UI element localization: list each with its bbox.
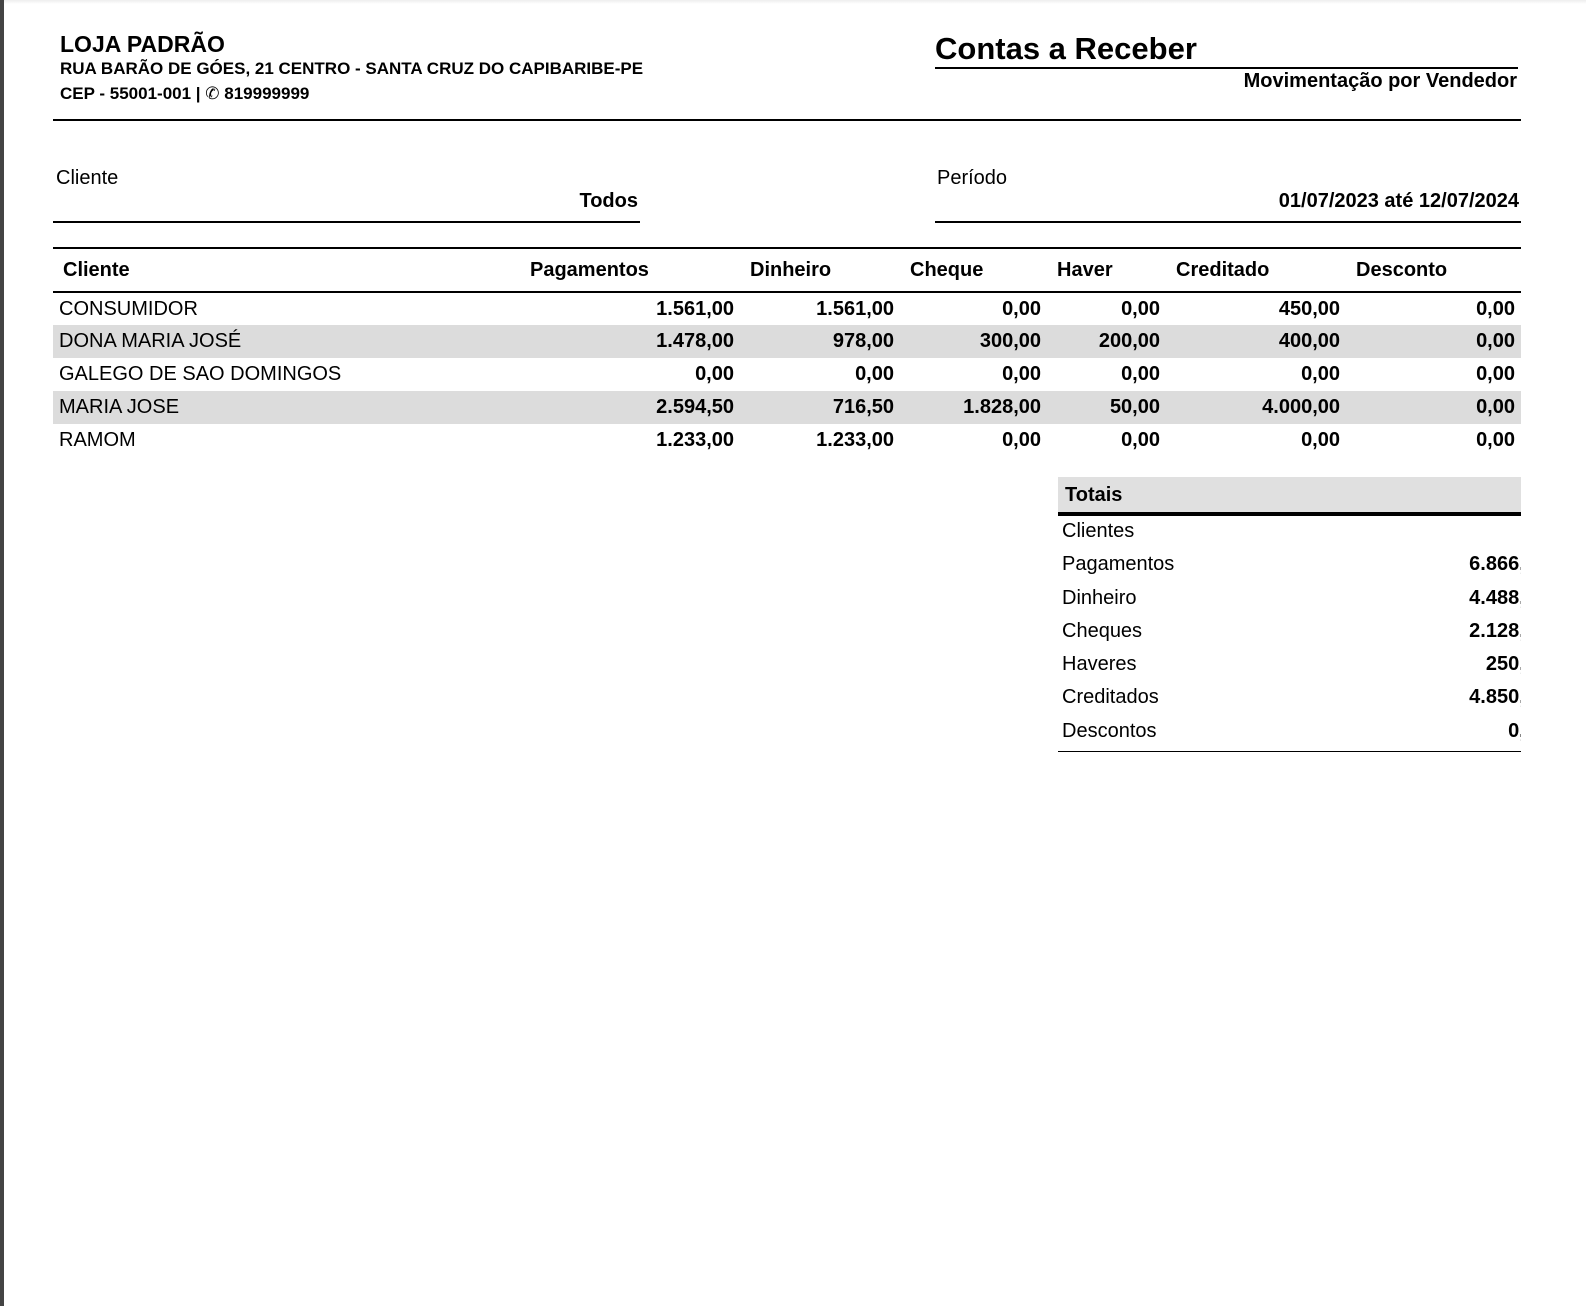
- totals-row: Clientes: [1058, 516, 1521, 549]
- totals-row: Descontos 0,00: [1058, 716, 1521, 749]
- column-header: Creditado: [1166, 247, 1346, 293]
- totals-label: Dinheiro: [1062, 586, 1137, 609]
- column-header: Cheque: [900, 247, 1047, 293]
- amount-cell: 2.594,50: [520, 391, 740, 424]
- amount-cell: 0,00: [1121, 363, 1160, 385]
- totals-value: 2.128,00: [1469, 619, 1521, 642]
- store-phone: 819999999: [224, 84, 310, 103]
- table-row: DONA MARIA JOSÉ 1.478,00 978,00 300,00 200,0…: [53, 325, 1521, 358]
- amount-cell: 0,00: [1476, 297, 1515, 320]
- receivables-table: Cliente Pagamentos Dinheiro Cheque Haver Cred…: [53, 247, 1521, 457]
- viewer-top-shadow: [4, 0, 1586, 4]
- amount-cell: 1.233,00: [656, 429, 734, 451]
- client-filter-label: Cliente: [56, 167, 119, 189]
- totals-panel: Totais Clientes Pagamentos 6.866,50 Dinheir…: [1058, 477, 1521, 753]
- table-row: CONSUMIDOR 1.561,00 1.561,00 0,00 0,00 450,00…: [53, 292, 1521, 325]
- client-name-cell: GALEGO DE SAO DOMINGOS: [59, 363, 342, 385]
- totals-label: Clientes: [1062, 520, 1135, 542]
- amount-cell: 0,00: [1346, 391, 1521, 424]
- amount-cell: 0,00: [1476, 429, 1515, 451]
- amount-cell: 0,00: [1301, 363, 1340, 385]
- table-row: RAMOM 1.233,00 1.233,00 0,00 0,00 0,00 0,00: [53, 424, 1521, 457]
- amount-cell: 0,00: [1121, 429, 1160, 451]
- store-name: LOJA PADRÃO: [60, 31, 225, 57]
- client-filter-value: Todos: [579, 190, 638, 212]
- store-cep: CEP - 55001-001 |: [60, 84, 201, 103]
- amount-cell: 1.561,00: [656, 297, 734, 320]
- totals-row: Creditados 4.850,00: [1058, 682, 1521, 715]
- client-name-cell: CONSUMIDOR: [59, 297, 198, 320]
- period-filter-line: [935, 221, 1521, 223]
- period-filter-label: Período: [937, 167, 1008, 189]
- report-title: Contas a Receber: [935, 31, 1197, 66]
- column-header: Haver: [1047, 247, 1166, 293]
- totals-row: Dinheiro 4.488,50: [1058, 583, 1521, 616]
- amount-cell: 1.561,00: [816, 297, 894, 320]
- totals-row: Cheques 2.128,00: [1058, 616, 1521, 649]
- amount-cell: 0,00: [1002, 297, 1041, 320]
- totals-label: Haveres: [1062, 653, 1137, 676]
- amount-cell: 300,00: [900, 325, 1047, 358]
- amount-cell: 0,00: [1002, 363, 1041, 385]
- period-filter-value: 01/07/2023 até 12/07/2024: [1278, 190, 1519, 212]
- amount-cell: 450,00: [1278, 297, 1340, 320]
- title-underline: [935, 67, 1518, 69]
- column-header: Dinheiro: [740, 247, 900, 293]
- amount-cell: 1.233,00: [816, 429, 894, 451]
- column-header: Pagamentos: [520, 247, 740, 293]
- totals-value: 4.488,50: [1469, 586, 1521, 609]
- store-address: RUA BARÃO DE GÓES, 21 CENTRO - SANTA CRU…: [60, 59, 644, 78]
- totals-label: Descontos: [1062, 719, 1157, 742]
- table-header-row: Cliente Pagamentos Dinheiro Cheque Haver Cred…: [53, 247, 1521, 293]
- totals-row: Haveres 250,00: [1058, 649, 1521, 682]
- amount-cell: 50,00: [1047, 391, 1166, 424]
- totals-label: Cheques: [1062, 619, 1143, 642]
- store-contact: CEP - 55001-001 | ✆ 819999999: [60, 84, 309, 104]
- totals-value: 250,00: [1485, 653, 1521, 676]
- totals-title: Totais: [1058, 477, 1521, 516]
- amount-cell: 716,50: [740, 391, 900, 424]
- amount-cell: 4.000,00: [1166, 391, 1346, 424]
- amount-cell: 1.828,00: [900, 391, 1047, 424]
- amount-cell: 400,00: [1166, 325, 1346, 358]
- header-divider: [53, 119, 1521, 121]
- client-filter-line: [53, 221, 640, 223]
- totals-row: Pagamentos 6.866,50: [1058, 549, 1521, 582]
- amount-cell: 0,00: [1476, 363, 1515, 385]
- table-row: GALEGO DE SAO DOMINGOS 0,00 0,00 0,00 0,00 0,…: [53, 358, 1521, 391]
- totals-value: 0,00: [1508, 719, 1521, 742]
- amount-cell: 0,00: [1301, 429, 1340, 451]
- column-header: Cliente: [53, 247, 520, 293]
- amount-cell: 200,00: [1047, 325, 1166, 358]
- amount-cell: 0,00: [855, 363, 894, 385]
- amount-cell: 978,00: [740, 325, 900, 358]
- totals-value: 4.850,00: [1469, 686, 1521, 709]
- totals-bottom-line: [1058, 751, 1521, 753]
- amount-cell: 0,00: [1121, 297, 1160, 320]
- table-row: MARIA JOSE 2.594,50 716,50 1.828,00 50,00 4.0…: [53, 391, 1521, 424]
- amount-cell: 1.478,00: [520, 325, 740, 358]
- amount-cell: 0,00: [1346, 325, 1521, 358]
- totals-label: Creditados: [1062, 686, 1159, 709]
- phone-icon: ✆: [205, 84, 220, 104]
- amount-cell: 0,00: [695, 363, 734, 385]
- report-subtitle: Movimentação por Vendedor: [1243, 70, 1517, 92]
- amount-cell: 0,00: [1002, 429, 1041, 451]
- totals-label: Pagamentos: [1062, 553, 1175, 576]
- viewer-left-border: [0, 0, 4, 1306]
- client-name-cell: MARIA JOSE: [53, 391, 520, 424]
- client-name-cell: RAMOM: [59, 429, 136, 451]
- client-name-cell: DONA MARIA JOSÉ: [53, 325, 520, 358]
- column-header: Desconto: [1346, 247, 1521, 293]
- totals-value: 6.866,50: [1469, 553, 1521, 576]
